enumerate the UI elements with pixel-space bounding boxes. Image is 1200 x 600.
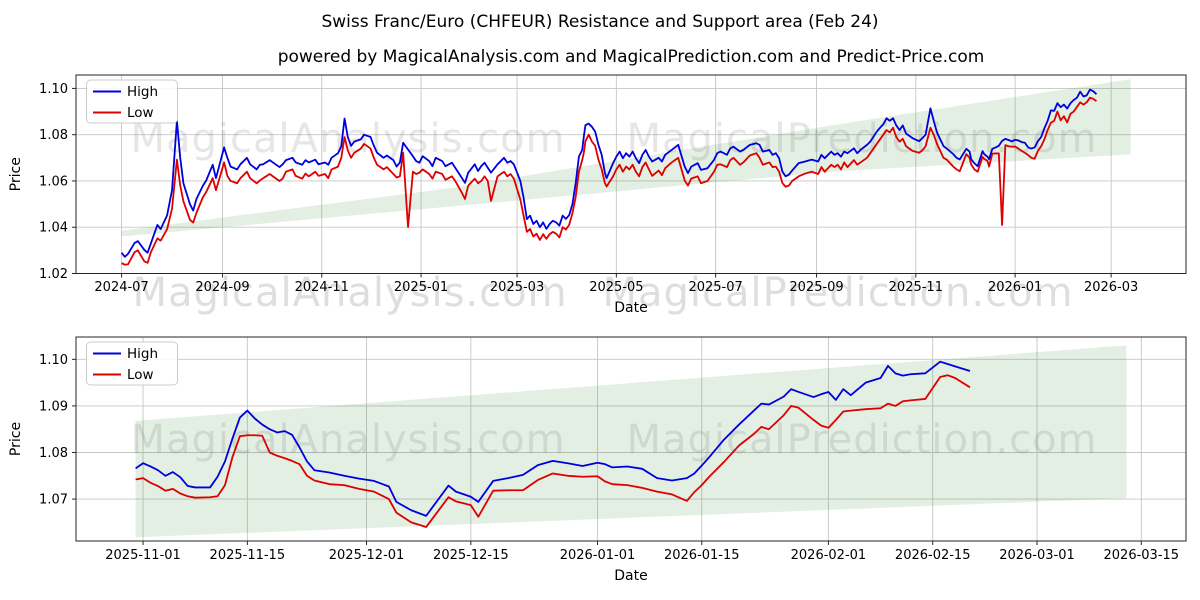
low-line [121, 96, 1098, 266]
y-tick-label: 1.09 [39, 399, 68, 414]
x-tick-label: 2025-11 [889, 280, 943, 295]
y-tick-label: 1.10 [39, 82, 68, 97]
main-title: Swiss Franc/Euro (CHFEUR) Resistance and… [321, 12, 879, 32]
y-tick-label: 1.06 [39, 174, 68, 189]
x-tick-label: 2025-12-01 [329, 548, 405, 563]
y-tick-label: 1.08 [39, 446, 68, 461]
y-tick-label: 1.10 [39, 353, 68, 368]
x-tick-label: 2026-03-01 [999, 548, 1075, 563]
legend-low-label: Low [127, 367, 154, 383]
x-tick-label: 2026-01-15 [664, 548, 740, 563]
x-tick-label: 2025-07 [688, 280, 742, 295]
x-axis-label: Date [614, 568, 647, 584]
x-tick-label: 2026-02-01 [791, 548, 867, 563]
x-tick-label: 2026-01-01 [560, 548, 636, 563]
y-tick-label: 1.04 [39, 221, 68, 236]
x-tick-label: 2026-02-15 [895, 548, 971, 563]
watermark-analysis: MagicalAnalysis.com [130, 417, 565, 463]
x-tick-label: 2026-03 [1084, 280, 1138, 295]
x-tick-label: 2025-11-15 [210, 548, 286, 563]
high-line [120, 88, 1098, 258]
low-line [135, 374, 971, 528]
y-axis-label: Price [8, 157, 24, 191]
legend-high-label: High [127, 84, 158, 100]
x-tick-label: 2026-01 [988, 280, 1042, 295]
support-resistance-band [135, 345, 1127, 538]
subtitle: powered by MagicalAnalysis.com and Magic… [277, 47, 985, 67]
watermark-analysis: MagicalAnalysis.com [130, 116, 565, 162]
legend-low-label: Low [127, 105, 154, 121]
axis-watermark-prediction: MagicalPrediction.com [603, 270, 1074, 316]
x-tick-label: 2024-09 [195, 280, 249, 295]
x-tick-label: 2025-12-15 [433, 548, 509, 563]
y-tick-label: 1.02 [39, 267, 68, 282]
x-tick-label: 2025-03 [490, 280, 544, 295]
x-tick-label: 2025-09 [789, 280, 843, 295]
x-tick-label: 2024-11 [295, 280, 349, 295]
x-tick-label: 2024-07 [94, 280, 148, 295]
x-axis-label: Date [614, 300, 647, 316]
axis-watermark-analysis: MagicalAnalysis.com [132, 270, 567, 316]
x-tick-label: 2026-03-15 [1104, 548, 1180, 563]
y-tick-label: 1.08 [39, 128, 68, 143]
legend-high-label: High [127, 346, 158, 362]
plot-frame [75, 336, 1187, 542]
x-tick-label: 2025-05 [589, 280, 643, 295]
y-axis-label: Price [8, 422, 24, 456]
high-line [135, 360, 971, 517]
watermark-prediction: MagicalPrediction.com [627, 116, 1098, 162]
plot-frame [75, 74, 1187, 274]
watermark-prediction: MagicalPrediction.com [627, 417, 1098, 463]
support-resistance-band [121, 79, 1131, 237]
x-tick-label: 2025-01 [394, 280, 448, 295]
y-tick-label: 1.07 [39, 493, 68, 508]
x-tick-label: 2025-11-01 [105, 548, 181, 563]
